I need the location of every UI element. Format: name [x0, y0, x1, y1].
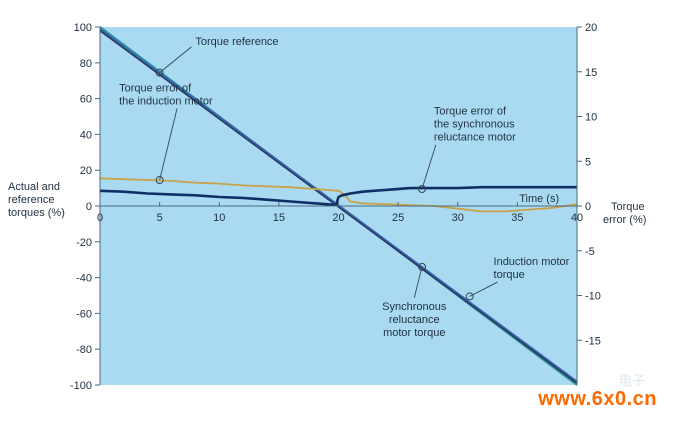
- y-axis-right-title: Torque error (%): [603, 201, 646, 226]
- x-axis-title: Time (s): [519, 193, 559, 205]
- watermark-site: www.6x0.cn: [538, 388, 657, 410]
- y-left-tick-label: -60: [76, 308, 92, 320]
- annotation-marker: [417, 262, 426, 271]
- annotation-leader: [413, 266, 423, 298]
- x-tick-label: 35: [511, 212, 523, 224]
- annotation-leader: [159, 46, 192, 73]
- annotation-leader: [421, 144, 437, 190]
- annotation-label-line: Torque error of: [119, 82, 192, 94]
- x-tick-label: 5: [157, 212, 163, 224]
- y-left-tick-label: -20: [76, 237, 92, 249]
- y-left-tick-label: 40: [80, 129, 92, 141]
- annotation-label-line: Torque reference: [195, 36, 278, 48]
- y-axis-right-title-line: error (%): [603, 214, 646, 226]
- y-axis-left-title-line: torques (%): [8, 207, 65, 219]
- y-left-tick-label: 100: [74, 22, 92, 34]
- annotation-label: Synchronous reluctance motor torque: [382, 301, 447, 339]
- x-tick-label: 0: [97, 212, 103, 224]
- y-right-tick-label: -10: [585, 291, 601, 303]
- annotation-label: Torque reference: [195, 36, 278, 48]
- y-right-tick-label: 0: [585, 201, 591, 213]
- x-tick-label: 15: [273, 212, 285, 224]
- y-left-tick-label: 0: [86, 201, 92, 213]
- x-tick-label: 40: [571, 212, 583, 224]
- y-right-tick-label: 10: [585, 112, 597, 124]
- y-right-tick-label: 5: [585, 156, 591, 168]
- annotation-leader: [469, 281, 498, 297]
- annotation-marker: [465, 292, 474, 301]
- annotation-label-line: Induction motor: [494, 256, 570, 268]
- annotation-label-line: Torque error of: [434, 106, 507, 118]
- annotation-marker: [155, 176, 164, 185]
- y-left-tick-label: -40: [76, 273, 92, 285]
- series-line-induction-motor-torque: [99, 29, 578, 384]
- y-right-tick-label: 15: [585, 67, 597, 79]
- y-left-tick-label: 60: [80, 94, 92, 106]
- y-left-tick-label: 80: [80, 58, 92, 70]
- annotation-label: Induction motor torque: [494, 256, 570, 281]
- y-axis-left-title: Actual and reference torques (%): [8, 181, 65, 219]
- y-left-tick-label: 20: [80, 165, 92, 177]
- annotation-label: Torque error of the induction motor: [119, 82, 213, 107]
- y-left-tick-label: -80: [76, 344, 92, 356]
- annotation-label: Torque error of the synchronous reluctance…: [434, 106, 516, 144]
- annotation-marker: [417, 184, 426, 193]
- annotation-marker: [155, 68, 164, 77]
- y-axis-right-title-line: Torque: [611, 201, 645, 213]
- annotation-label-line: Synchronous: [382, 301, 447, 313]
- y-right-tick-label: -5: [585, 246, 595, 258]
- annotation-label-line: the induction motor: [119, 95, 213, 107]
- y-right-tick-label: 20: [585, 22, 597, 34]
- y-right-tick-label: -15: [585, 335, 601, 347]
- annotation-leader: [159, 108, 178, 181]
- annotation-label-line: reluctance: [389, 314, 440, 326]
- y-axis-left-title-line: reference: [8, 194, 54, 206]
- annotation-label-line: torque: [494, 269, 525, 281]
- y-left-tick-label: -100: [70, 380, 92, 392]
- x-tick-label: 20: [332, 212, 344, 224]
- series-line-torque-error-of-the-induction-motor: [99, 177, 578, 213]
- x-tick-label: 30: [452, 212, 464, 224]
- series-line-torque-error-of-the-synchronous-reluctance-motor: [99, 185, 577, 207]
- x-tick-label: 10: [213, 212, 225, 224]
- annotation-label-line: reluctance motor: [434, 132, 516, 144]
- annotation-label-line: motor torque: [383, 327, 445, 339]
- y-axis-left-title-line: Actual and: [8, 181, 60, 193]
- annotation-label-line: the synchronous: [434, 119, 515, 131]
- x-tick-label: 25: [392, 212, 404, 224]
- watermark-chinese: 电子: [618, 374, 645, 389]
